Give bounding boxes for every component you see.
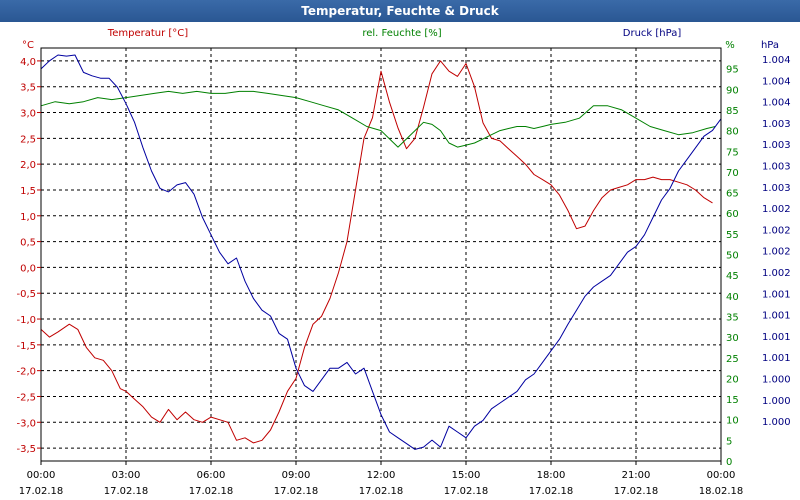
pressure-tick-label: 1.003 — [762, 140, 791, 151]
humidity-tick-label: 10 — [726, 416, 739, 427]
humidity-unit-label: % — [725, 40, 735, 51]
pressure-tick-label: 1.004 — [762, 55, 791, 66]
humidity-tick-label: 15 — [726, 395, 739, 406]
chart-area: °C Temperatur [°C] rel. Feuchte [%] % Dr… — [0, 22, 800, 500]
humidity-tick-label: 0 — [726, 457, 732, 468]
pressure-tick-label: 1.003 — [762, 162, 791, 173]
humidity-line — [40, 90, 716, 148]
x-tick-time: 03:00 — [112, 470, 141, 481]
x-tick-date: 17.02.18 — [444, 486, 489, 497]
humidity-tick-label: 65 — [726, 189, 739, 200]
x-tick-date: 17.02.18 — [614, 486, 659, 497]
x-tick-date: 17.02.18 — [529, 486, 574, 497]
x-tick-time: 09:00 — [282, 470, 311, 481]
temp-tick-label: -0,5 — [16, 289, 36, 300]
temp-tick-label: -1,0 — [16, 315, 36, 326]
temp-tick-label: 2,5 — [20, 134, 36, 145]
humidity-tick-label: 60 — [726, 209, 739, 220]
x-tick-time: 15:00 — [452, 470, 481, 481]
humidity-tick-label: 25 — [726, 354, 739, 365]
temp-tick-label: -3,5 — [16, 444, 36, 455]
pressure-axis-title: Druck [hPa] — [623, 28, 682, 39]
humidity-tick-label: 30 — [726, 333, 739, 344]
x-tick-time: 21:00 — [622, 470, 651, 481]
x-tick-date: 17.02.18 — [274, 486, 319, 497]
pressure-tick-label: 1.000 — [762, 417, 791, 428]
pressure-tick-label: 1.001 — [762, 311, 791, 322]
humidity-tick-label: 40 — [726, 292, 739, 303]
humidity-tick-label: 45 — [726, 271, 739, 282]
pressure-tick-label: 1.001 — [762, 289, 791, 300]
temp-tick-label: -2,5 — [16, 392, 36, 403]
temp-tick-label: 1,0 — [20, 212, 36, 223]
grid — [41, 48, 721, 461]
chart-title-bar: Temperatur, Feuchte & Druck — [0, 0, 800, 22]
pressure-tick-label: 1.002 — [762, 225, 791, 236]
temperature-line — [40, 60, 713, 444]
temp-tick-label: -1,5 — [16, 341, 36, 352]
pressure-line — [40, 54, 722, 450]
humidity-tick-label: 5 — [726, 436, 732, 447]
pressure-tick-label: 1.004 — [762, 76, 791, 87]
humidity-tick-label: 75 — [726, 147, 739, 158]
temp-unit-label: °C — [22, 40, 34, 51]
x-tick-date: 18.02.18 — [699, 486, 744, 497]
x-tick-date: 17.02.18 — [104, 486, 149, 497]
temp-axis-title: Temperatur [°C] — [107, 28, 188, 39]
x-tick-time: 18:00 — [537, 470, 566, 481]
x-tick-date: 17.02.18 — [189, 486, 234, 497]
humidity-tick-label: 80 — [726, 127, 739, 138]
humidity-tick-label: 20 — [726, 374, 739, 385]
temp-tick-label: 1,5 — [20, 186, 36, 197]
temp-tick-label: 3,5 — [20, 83, 36, 94]
x-tick-time: 00:00 — [707, 470, 736, 481]
pressure-tick-label: 1.003 — [762, 183, 791, 194]
x-tick-time: 00:00 — [27, 470, 56, 481]
humidity-tick-label: 85 — [726, 106, 739, 117]
temp-tick-labels: 4,0 3,5 3,0 2,5 2,0 1,5 1,0 0,5 0,0 -0,5 -1,0 -1,5 -… — [16, 57, 36, 455]
pressure-tick-labels: 1.004 1.004 1.004 1.003 1.003 1.003 1.003 1.002… — [762, 55, 791, 428]
humidity-tick-label: 55 — [726, 230, 739, 241]
pressure-tick-label: 1.001 — [762, 353, 791, 364]
temp-tick-label: -2,0 — [16, 367, 36, 378]
pressure-tick-label: 1.004 — [762, 98, 791, 109]
pressure-tick-label: 1.002 — [762, 247, 791, 258]
x-tick-date: 17.02.18 — [359, 486, 404, 497]
pressure-tick-label: 1.003 — [762, 119, 791, 130]
temp-tick-label: 0,0 — [20, 263, 36, 274]
humidity-axis-title: rel. Feuchte [%] — [362, 28, 441, 39]
temp-tick-label: 4,0 — [20, 57, 36, 68]
pressure-tick-label: 1.002 — [762, 268, 791, 279]
tick-marks — [37, 60, 722, 465]
series-layer — [40, 54, 722, 450]
humidity-tick-label: 95 — [726, 65, 739, 76]
x-tick-time: 06:00 — [197, 470, 226, 481]
pressure-tick-label: 1.000 — [762, 375, 791, 386]
pressure-tick-label: 1.002 — [762, 204, 791, 215]
x-tick-labels: 00:00 17.02.18 03:00 17.02.18 06:00 17.02.18 0… — [19, 470, 744, 497]
humidity-tick-label: 35 — [726, 312, 739, 323]
pressure-unit-label: hPa — [761, 40, 779, 51]
pressure-tick-label: 1.000 — [762, 396, 791, 407]
pressure-tick-label: 1.001 — [762, 332, 791, 343]
x-tick-date: 17.02.18 — [19, 486, 64, 497]
x-tick-time: 12:00 — [367, 470, 396, 481]
humidity-tick-label: 70 — [726, 168, 739, 179]
temp-tick-label: 0,5 — [20, 238, 36, 249]
humidity-tick-label: 50 — [726, 251, 739, 262]
temp-tick-label: -3,0 — [16, 418, 36, 429]
temp-tick-label: 2,0 — [20, 160, 36, 171]
temp-tick-label: 3,0 — [20, 109, 36, 120]
humidity-tick-label: 90 — [726, 85, 739, 96]
chart-background — [0, 22, 800, 500]
